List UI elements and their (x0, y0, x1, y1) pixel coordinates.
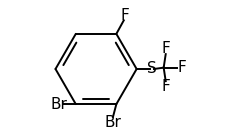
Text: F: F (120, 8, 128, 23)
Text: Br: Br (51, 97, 67, 112)
Text: F: F (177, 60, 186, 75)
Text: S: S (147, 62, 156, 76)
Text: F: F (161, 79, 170, 94)
Text: F: F (161, 42, 170, 56)
Text: Br: Br (104, 115, 121, 130)
